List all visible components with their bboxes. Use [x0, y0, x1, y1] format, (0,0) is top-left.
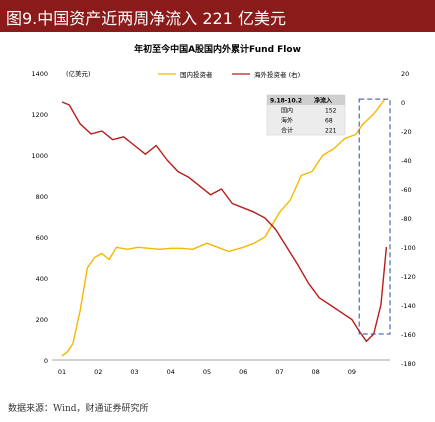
annotation-row-label: 国内	[281, 107, 293, 115]
right-tick-label: -100	[401, 244, 416, 252]
legend-label-overseas: 海外投资者 (右)	[254, 70, 300, 79]
right-tick-label: -120	[401, 273, 416, 281]
figure-header-bar: 图9.中国资产近两周净流入 221 亿美元	[0, 0, 435, 32]
left-tick-label: 200	[36, 316, 48, 324]
data-source-note: 数据来源：Wind，财通证券研究所	[8, 404, 149, 414]
x-tick-label: 03	[130, 368, 138, 376]
left-tick-label: 800	[36, 193, 48, 201]
left-unit-label: (亿美元)	[66, 69, 91, 78]
right-tick-label: -20	[401, 128, 412, 136]
x-tick-label: 01	[58, 368, 66, 376]
left-tick-label: 1000	[31, 152, 48, 160]
legend-label-domestic: 国内投资者	[180, 70, 213, 79]
left-tick-label: 0	[44, 357, 48, 365]
left-tick-label: 1400	[31, 70, 48, 78]
figure-title: 图9.中国资产近两周净流入 221 亿美元	[6, 9, 286, 28]
right-tick-label: 0	[401, 99, 405, 107]
right-tick-label: -40	[401, 157, 412, 165]
highlight-box	[358, 98, 391, 335]
left-tick-label: 400	[36, 275, 48, 283]
x-tick-label: 02	[94, 368, 102, 376]
annotation-header-netflow: 净流入	[314, 97, 332, 105]
right-tick-label: -180	[401, 360, 416, 368]
annotation-row-value: 221	[325, 128, 337, 135]
annotation-table-header-bg	[267, 95, 345, 105]
right-tick-label: -160	[401, 331, 416, 339]
right-tick-label: -80	[401, 215, 412, 223]
annotation-row-label: 海外	[281, 117, 293, 125]
annotation-row-value: 68	[325, 118, 333, 125]
x-tick-label: 04	[167, 368, 175, 376]
x-tick-label: 07	[275, 368, 283, 376]
chart-title: 年初至今中国A股国内外累计Fund Flow	[134, 45, 301, 55]
x-tick-label: 05	[203, 368, 211, 376]
domestic-flow-line	[61, 99, 386, 357]
annotation-row-value: 152	[325, 108, 337, 115]
right-tick-label: -60	[401, 186, 412, 194]
x-tick-label: 08	[312, 368, 320, 376]
left-tick-label: 600	[36, 234, 48, 242]
left-tick-label: 1200	[31, 111, 48, 119]
annotation-row-label: 合计	[281, 127, 293, 135]
right-tick-label: 20	[401, 70, 409, 78]
x-tick-label: 06	[239, 368, 247, 376]
overseas-flow-line	[61, 101, 388, 342]
annotation-header-period: 9.18-10.2	[270, 98, 302, 105]
x-tick-label: 09	[348, 368, 356, 376]
right-tick-label: -140	[401, 302, 416, 310]
